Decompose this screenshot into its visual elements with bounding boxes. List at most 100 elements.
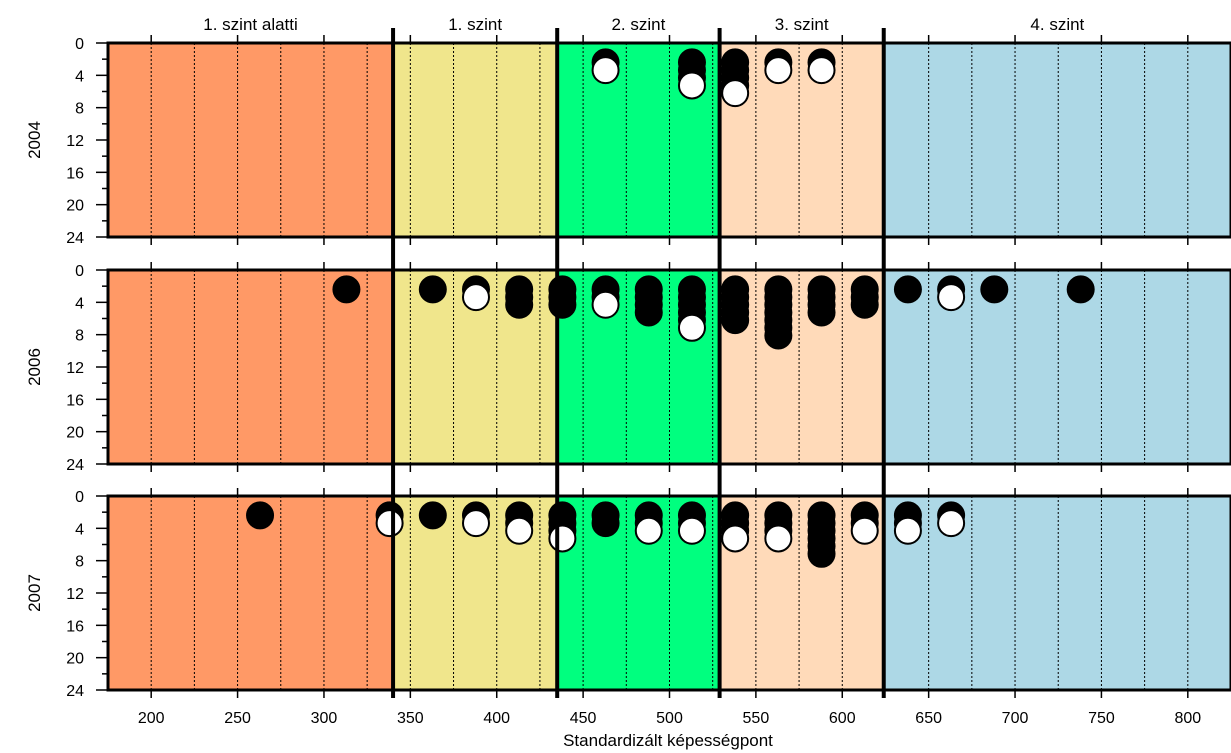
- data-point: [677, 313, 706, 342]
- x-tick-label: 600: [829, 710, 856, 727]
- level-label: 1. szint: [448, 15, 502, 34]
- data-point: [764, 56, 793, 85]
- x-axis-title: Standardizált képességpont: [563, 731, 773, 750]
- panel-plot-area: [108, 43, 1231, 237]
- marker-stack: [634, 275, 663, 327]
- y-tick-label: 8: [75, 101, 84, 118]
- marker-stack: [850, 275, 879, 319]
- marker-stack: [461, 275, 490, 312]
- y-tick-label: 8: [75, 328, 84, 345]
- data-point: [850, 516, 879, 545]
- panel-label: 2004: [25, 121, 44, 159]
- x-tick-label: 450: [570, 710, 597, 727]
- y-tick-label: 24: [66, 457, 84, 474]
- marker-stack: [418, 275, 447, 304]
- y-tick-label: 0: [75, 489, 84, 506]
- y-tick-label: 4: [75, 295, 84, 312]
- y-tick-label: 24: [66, 683, 84, 700]
- y-tick-label: 0: [75, 263, 84, 280]
- data-point: [764, 524, 793, 553]
- x-tick-label: 400: [483, 710, 510, 727]
- panel-label: 2006: [25, 348, 44, 386]
- data-point: [893, 275, 922, 304]
- level-band: [393, 43, 558, 237]
- marker-stack: [677, 275, 706, 342]
- marker-stack: [505, 275, 534, 319]
- data-point: [634, 516, 663, 545]
- marker-stack: [937, 275, 966, 312]
- marker-stack: [677, 48, 706, 100]
- y-tick-label: 20: [66, 425, 84, 442]
- data-point: [246, 501, 275, 530]
- marker-stack: [764, 275, 793, 350]
- data-point: [893, 516, 922, 545]
- marker-stack: [721, 275, 750, 335]
- data-point: [548, 290, 577, 319]
- marker-stack: [807, 275, 836, 327]
- marker-stack: [418, 501, 447, 530]
- panel-label: 2007: [25, 574, 44, 612]
- x-tick-label: 750: [1088, 710, 1115, 727]
- marker-stack: [548, 275, 577, 319]
- data-point: [1066, 275, 1095, 304]
- marker-stack: [375, 501, 404, 538]
- y-tick-label: 16: [66, 618, 84, 635]
- marker-stack: [893, 275, 922, 304]
- data-point: [807, 56, 836, 85]
- marker-stack: [893, 501, 922, 545]
- marker-stack: [677, 501, 706, 545]
- panels: 0 4 8 12 16 20 24 2004 0 4 8 12 16 20 24 2006 0 4 8 12 16 20 2…: [25, 28, 1231, 700]
- marker-stack: [591, 275, 620, 319]
- data-point: [677, 71, 706, 100]
- y-tick-label: 16: [66, 165, 84, 182]
- y-tick-label: 8: [75, 554, 84, 571]
- marker-stack: [807, 48, 836, 85]
- data-point: [548, 524, 577, 553]
- level-band: [108, 43, 394, 237]
- y-tick-label: 12: [66, 360, 84, 377]
- marker-stack: [505, 501, 534, 545]
- marker-stack: [548, 501, 577, 553]
- data-point: [721, 306, 750, 335]
- marker-stack: [764, 48, 793, 85]
- level-band: [108, 496, 394, 690]
- data-point: [591, 56, 620, 85]
- y-tick-label: 24: [66, 230, 84, 247]
- x-tick-label: 500: [656, 710, 683, 727]
- x-tick-label: 200: [138, 710, 165, 727]
- data-point: [375, 509, 404, 538]
- x-tick-label: 350: [397, 710, 424, 727]
- data-point: [937, 509, 966, 538]
- marker-stack: [246, 501, 275, 530]
- data-point: [764, 321, 793, 350]
- data-point: [634, 298, 663, 327]
- data-point: [721, 524, 750, 553]
- panel-2006: 0 4 8 12 16 20 24 2006: [25, 262, 1231, 474]
- marker-stack: [591, 501, 620, 538]
- panel-2004: 0 4 8 12 16 20 24 2004: [25, 35, 1231, 247]
- level-label: 2. szint: [611, 15, 665, 34]
- data-point: [591, 509, 620, 538]
- data-point: [461, 509, 490, 538]
- x-axis: 200 250 300 350 400 450 500 550 600 650 700 750 800: [138, 710, 1201, 727]
- data-point: [807, 539, 836, 568]
- data-point: [461, 283, 490, 312]
- marker-stack: [807, 501, 836, 568]
- data-point: [591, 290, 620, 319]
- marker-stack: [721, 48, 750, 108]
- data-point: [937, 283, 966, 312]
- x-tick-label: 650: [915, 710, 942, 727]
- y-tick-label: 12: [66, 133, 84, 150]
- x-tick-label: 550: [743, 710, 770, 727]
- x-tick-label: 700: [1002, 710, 1029, 727]
- y-tick-label: 0: [75, 36, 84, 53]
- marker-stack: [980, 275, 1009, 304]
- data-point: [677, 516, 706, 545]
- marker-stack: [634, 501, 663, 545]
- marker-stack: [850, 501, 879, 545]
- data-point: [721, 79, 750, 108]
- level-label: 1. szint alatti: [203, 15, 298, 34]
- level-label: 3. szint: [775, 15, 829, 34]
- data-point: [505, 290, 534, 319]
